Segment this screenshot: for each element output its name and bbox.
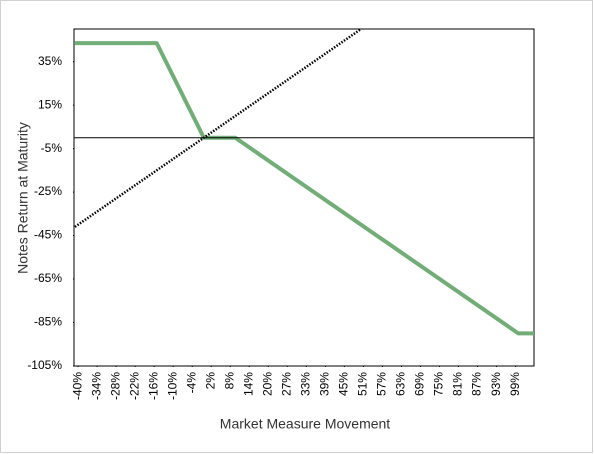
x-tick-label: 8% — [222, 372, 236, 390]
y-tick-label: -5% — [41, 141, 63, 155]
y-tick-label: -45% — [34, 228, 62, 242]
x-tick-label: 27% — [280, 372, 294, 396]
x-tick-label: -22% — [127, 372, 141, 400]
x-tick-label: 69% — [413, 372, 427, 396]
y-tick-label: 35% — [38, 54, 62, 68]
x-tick-label: -4% — [184, 372, 198, 394]
y-tick-label: -25% — [34, 184, 62, 198]
x-tick-label: 75% — [432, 372, 446, 396]
x-tick-label: 87% — [470, 372, 484, 396]
x-tick-label: -10% — [165, 372, 179, 400]
y-tick-label: -85% — [34, 315, 62, 329]
y-tick-label: 15% — [38, 97, 62, 111]
x-tick-label: -34% — [89, 372, 103, 400]
x-tick-label: 99% — [508, 372, 522, 396]
y-axis-title: Notes Return at Maturity — [15, 122, 31, 274]
x-tick-label: 81% — [451, 372, 465, 396]
x-tick-label: 2% — [203, 372, 217, 390]
x-tick-label: 45% — [337, 372, 351, 396]
x-tick-label: -40% — [70, 372, 84, 400]
x-tick-label: 63% — [394, 372, 408, 396]
series-line — [74, 29, 362, 228]
x-tick-label: -28% — [108, 372, 122, 400]
x-tick-label: 14% — [241, 372, 255, 396]
x-tick-label: 51% — [356, 372, 370, 396]
y-tick-label: -65% — [34, 271, 62, 285]
x-axis-title: Market Measure Movement — [220, 416, 391, 432]
x-tick-label: 57% — [375, 372, 389, 396]
x-tick-label: 39% — [318, 372, 332, 396]
plot-area — [73, 28, 535, 367]
x-tick-label: 93% — [489, 372, 503, 396]
x-tick-label: 33% — [299, 372, 313, 396]
x-tick-label: 20% — [260, 372, 274, 396]
x-tick-label: -16% — [146, 372, 160, 400]
y-tick-label: -105% — [27, 358, 62, 372]
